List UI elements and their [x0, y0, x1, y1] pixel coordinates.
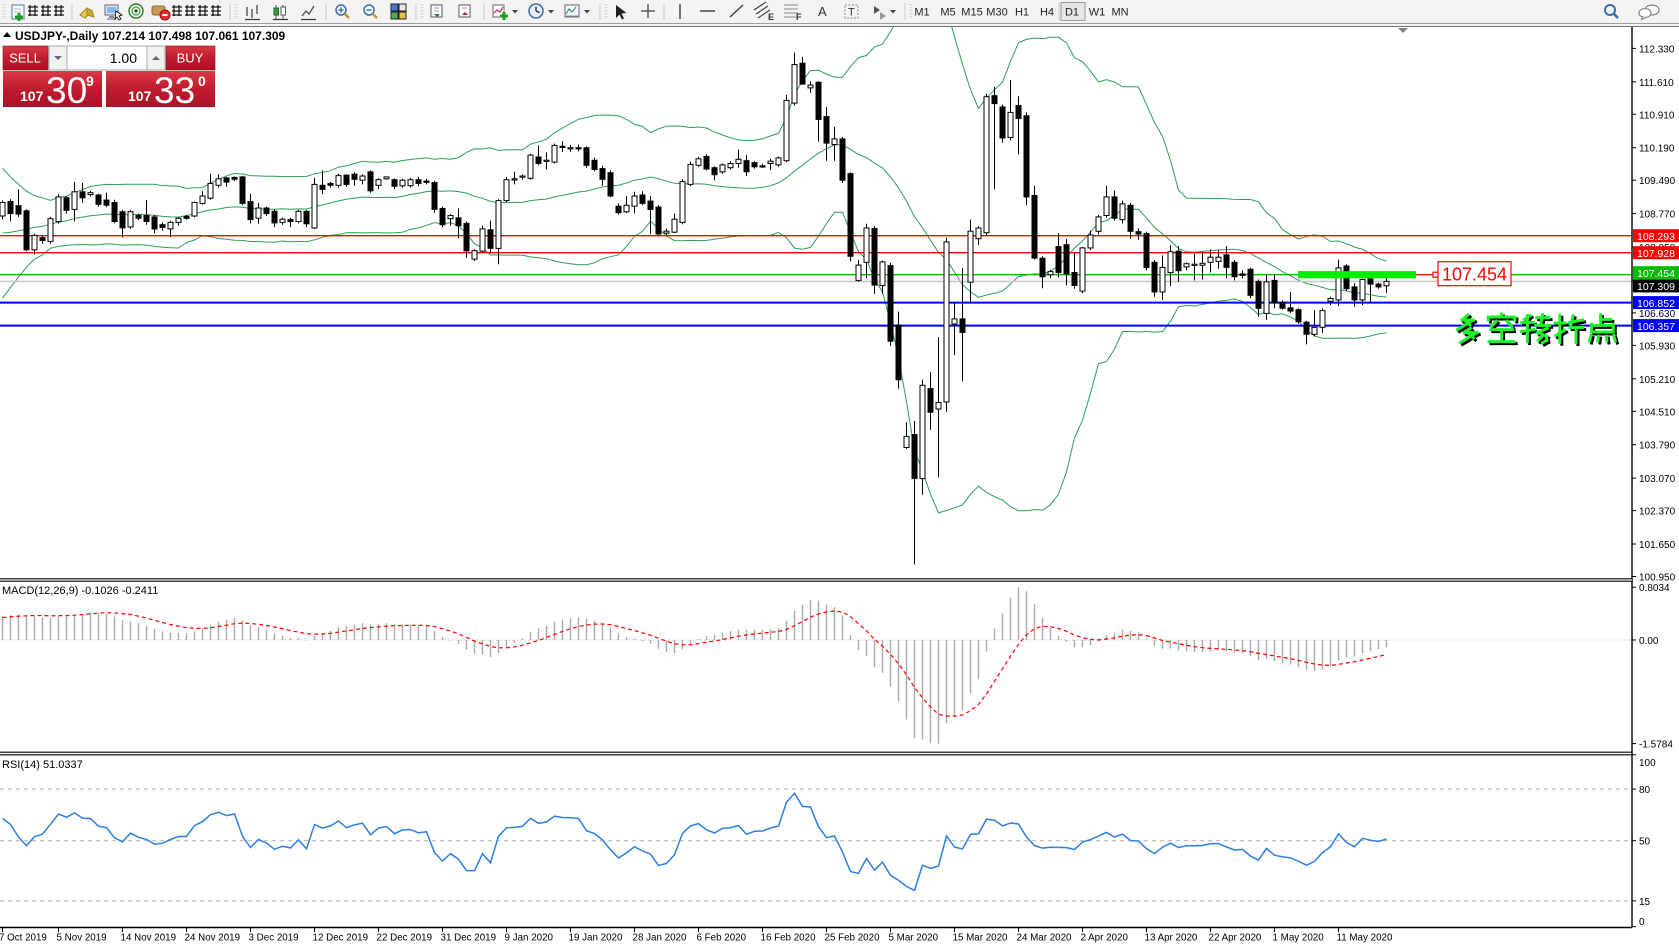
- svg-text:0.00: 0.00: [1639, 636, 1659, 647]
- svg-text:13 Apr 2020: 13 Apr 2020: [1145, 933, 1198, 944]
- svg-text:107.454: 107.454: [1637, 268, 1675, 280]
- svg-text:105.930: 105.930: [1639, 341, 1676, 352]
- svg-text:107.928: 107.928: [1637, 248, 1675, 260]
- svg-text:107: 107: [128, 88, 152, 104]
- svg-text:100.950: 100.950: [1639, 573, 1676, 584]
- svg-text:RSI(14) 51.0337: RSI(14) 51.0337: [2, 759, 83, 771]
- svg-text:112.330: 112.330: [1639, 44, 1675, 55]
- svg-text:M1: M1: [914, 7, 929, 19]
- svg-text:D1: D1: [1065, 7, 1079, 19]
- svg-text:5 Nov 2019: 5 Nov 2019: [57, 933, 107, 944]
- svg-text:109.490: 109.490: [1639, 176, 1676, 187]
- svg-text:3 Dec 2019: 3 Dec 2019: [249, 933, 299, 944]
- svg-text:33: 33: [154, 70, 195, 111]
- svg-text:-1.5784: -1.5784: [1639, 740, 1673, 751]
- svg-text:103.070: 103.070: [1639, 474, 1676, 485]
- svg-text:SELL: SELL: [9, 51, 41, 66]
- svg-text:USDJPY-,Daily 107.214 107.498: USDJPY-,Daily 107.214 107.498 107.061 10…: [15, 29, 286, 43]
- svg-text:107.309: 107.309: [1637, 281, 1675, 293]
- svg-text:16 Feb 2020: 16 Feb 2020: [761, 933, 817, 944]
- svg-text:27 Oct 2019: 27 Oct 2019: [0, 933, 47, 944]
- svg-text:105.210: 105.210: [1639, 375, 1676, 386]
- svg-text:15: 15: [1639, 897, 1651, 908]
- svg-text:M5: M5: [940, 7, 955, 19]
- svg-text:25 Feb 2020: 25 Feb 2020: [825, 933, 881, 944]
- svg-text:A: A: [818, 4, 827, 19]
- svg-text:MACD(12,26,9) -0.1026 -0.2411: MACD(12,26,9) -0.1026 -0.2411: [2, 585, 158, 597]
- svg-text:30: 30: [46, 70, 87, 111]
- svg-text:1 May 2020: 1 May 2020: [1273, 933, 1325, 944]
- svg-text:50: 50: [1639, 837, 1651, 848]
- svg-text:106.357: 106.357: [1637, 321, 1675, 333]
- svg-text:100: 100: [1639, 758, 1656, 769]
- svg-text:H4: H4: [1040, 7, 1054, 19]
- svg-text:1.00: 1.00: [110, 50, 137, 66]
- svg-text:103.790: 103.790: [1639, 441, 1676, 452]
- svg-text:108.770: 108.770: [1639, 210, 1676, 221]
- svg-text:F: F: [796, 12, 802, 22]
- svg-text:31 Dec 2019: 31 Dec 2019: [441, 933, 497, 944]
- svg-text:T: T: [848, 7, 855, 19]
- svg-text:110.910: 110.910: [1639, 110, 1675, 121]
- svg-text:111.610: 111.610: [1639, 78, 1674, 89]
- svg-text:11 May 2020: 11 May 2020: [1337, 933, 1393, 944]
- svg-text:19 Jan 2020: 19 Jan 2020: [569, 933, 623, 944]
- svg-text:0: 0: [1639, 917, 1645, 928]
- svg-text:E: E: [768, 12, 774, 22]
- svg-text:6 Feb 2020: 6 Feb 2020: [697, 933, 747, 944]
- svg-text:28 Jan 2020: 28 Jan 2020: [633, 933, 687, 944]
- svg-text:2 Apr 2020: 2 Apr 2020: [1081, 933, 1129, 944]
- svg-text:107.454: 107.454: [1442, 265, 1507, 285]
- svg-text:107: 107: [20, 88, 44, 104]
- svg-text:22 Apr 2020: 22 Apr 2020: [1209, 933, 1262, 944]
- svg-text:0.8034: 0.8034: [1639, 583, 1670, 594]
- svg-text:104.510: 104.510: [1639, 407, 1676, 418]
- svg-text:15 Mar 2020: 15 Mar 2020: [953, 933, 1009, 944]
- svg-text:BUY: BUY: [177, 51, 204, 66]
- svg-text:0: 0: [198, 73, 206, 89]
- svg-text:5 Mar 2020: 5 Mar 2020: [889, 933, 939, 944]
- svg-text:108.293: 108.293: [1637, 231, 1675, 243]
- svg-text:9 Jan 2020: 9 Jan 2020: [505, 933, 554, 944]
- svg-text:M30: M30: [986, 7, 1007, 19]
- svg-text:24 Mar 2020: 24 Mar 2020: [1017, 933, 1073, 944]
- svg-text:12 Dec 2019: 12 Dec 2019: [313, 933, 369, 944]
- svg-text:106.630: 106.630: [1639, 309, 1676, 320]
- svg-text:MN: MN: [1111, 7, 1128, 19]
- svg-text:W1: W1: [1089, 7, 1106, 19]
- svg-text:106.852: 106.852: [1637, 298, 1675, 310]
- svg-text:M15: M15: [961, 7, 982, 19]
- svg-text:H1: H1: [1015, 7, 1029, 19]
- svg-text:110.190: 110.190: [1639, 144, 1675, 155]
- svg-text:14 Nov 2019: 14 Nov 2019: [121, 933, 177, 944]
- svg-text:22 Dec 2019: 22 Dec 2019: [377, 933, 433, 944]
- svg-text:101.650: 101.650: [1639, 540, 1676, 551]
- svg-text:9: 9: [86, 73, 94, 89]
- svg-text:24 Nov 2019: 24 Nov 2019: [185, 933, 241, 944]
- svg-text:102.370: 102.370: [1639, 507, 1676, 518]
- svg-text:80: 80: [1639, 785, 1651, 796]
